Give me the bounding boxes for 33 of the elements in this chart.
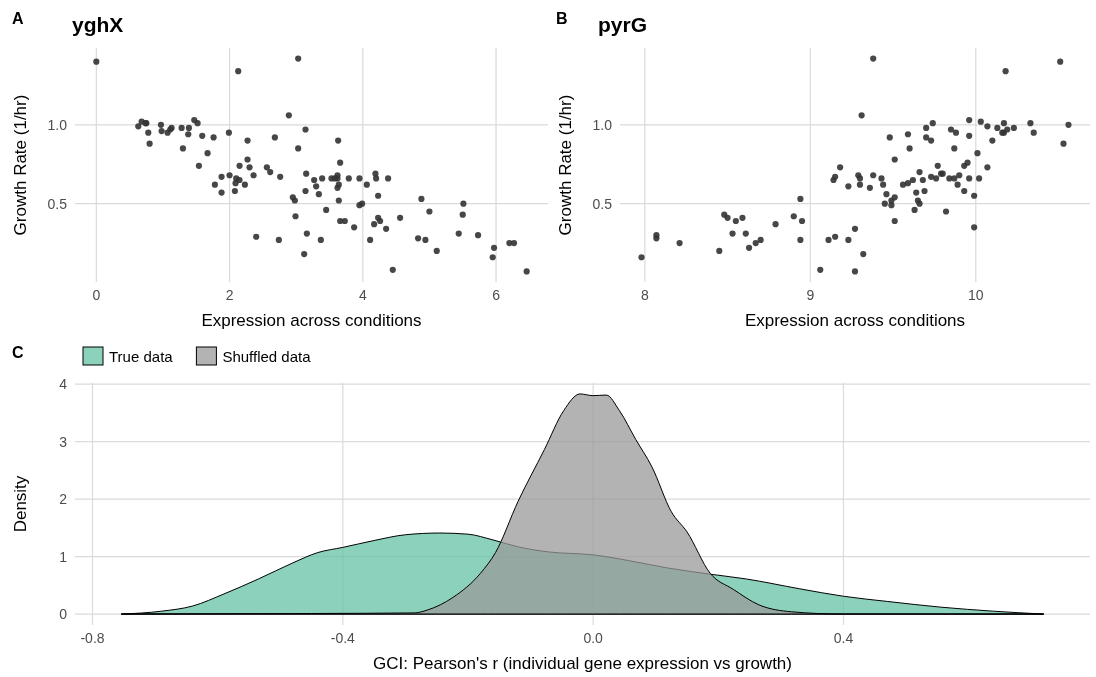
x-tick-label: 9 [806,287,815,303]
y-tick-label: 0 [59,606,68,623]
x-tick-label: -0.8 [80,630,105,646]
y-axis-title: Density [11,475,30,533]
y-axis-title: Growth Rate (1/hr) [556,94,575,236]
y-tick-label: 0.5 [592,195,613,212]
x-axis-title: GCI: Pearson's r (individual gene expression vs growth) [373,654,792,673]
x-tick-label: 0 [92,287,101,303]
y-axis-title: Growth Rate (1/hr) [11,94,30,236]
x-tick-label: 0.0 [583,630,604,646]
legend-label: True data [109,348,174,365]
x-tick-label: 4 [358,287,367,303]
x-tick-label: -0.4 [330,630,356,646]
x-axis-title: Expression across conditions [201,311,422,330]
text: A [12,10,24,27]
x-tick-label: 10 [968,287,984,303]
x-tick-label: 0.4 [833,630,854,646]
y-tick-label: 2 [59,491,68,508]
y-tick-label: 1.0 [592,116,613,133]
text: C [12,344,24,361]
x-tick-label: 8 [640,287,649,303]
y-tick-label: 1 [59,548,68,565]
chart-title: pyrG [598,13,648,36]
y-tick-label: 3 [59,433,68,450]
text: B [556,10,568,27]
y-tick-label: 1.0 [47,116,68,133]
y-tick-label: 4 [59,376,68,393]
chart-title: yghX [72,13,124,36]
x-axis-title: Expression across conditions [744,311,966,330]
legend-label: Shuffled data [222,348,312,365]
y-tick-label: 0.5 [47,195,68,212]
x-tick-label: 6 [492,287,501,303]
x-tick-label: 2 [225,287,234,303]
